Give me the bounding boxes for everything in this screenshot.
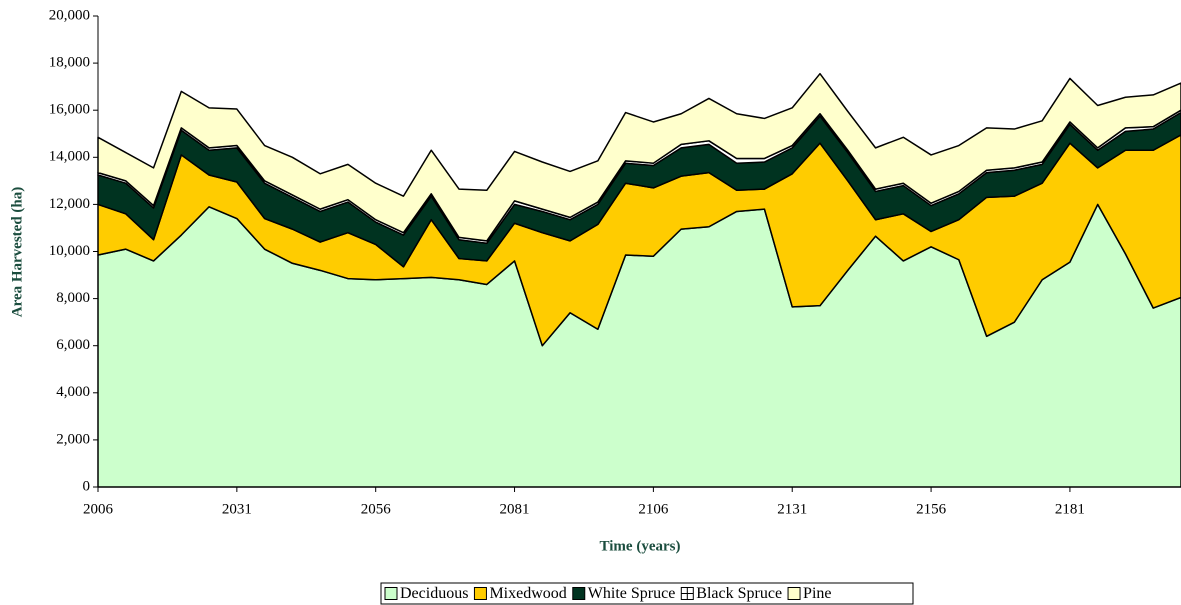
x-axis-title: Time (years) (600, 538, 681, 554)
legend-label: Deciduous (400, 585, 468, 602)
y-tick-label: 12,000 (49, 196, 90, 212)
y-axis-title: Area Harvested (ha) (9, 187, 25, 318)
x-tick-label: 2156 (916, 501, 947, 517)
y-tick-label: 20,000 (49, 7, 90, 23)
y-tick-label: 0 (83, 478, 91, 494)
legend-label: Black Spruce (696, 585, 782, 602)
legend-swatch (572, 587, 586, 600)
y-tick-label: 18,000 (49, 55, 90, 71)
y-tick-label: 2,000 (56, 431, 90, 447)
x-tick-label: 2181 (1055, 501, 1085, 517)
legend-swatch (787, 587, 801, 600)
x-tick-label: 2006 (83, 501, 114, 517)
legend-swatch (473, 587, 487, 600)
y-tick-label: 8,000 (56, 290, 90, 306)
y-tick-label: 16,000 (49, 102, 90, 118)
x-tick-label: 2106 (638, 501, 669, 517)
x-tick-label: 2031 (222, 501, 252, 517)
y-tick-label: 10,000 (49, 243, 90, 259)
x-tick-label: 2056 (361, 501, 392, 517)
y-tick-label: 14,000 (49, 149, 90, 165)
legend-label: Pine (803, 585, 831, 602)
legend-swatch (384, 587, 398, 600)
y-tick-label: 6,000 (56, 337, 90, 353)
x-tick-label: 2081 (500, 501, 530, 517)
legend-label: Mixedwood (489, 585, 566, 602)
legend-label: White Spruce (588, 585, 676, 602)
x-tick-label: 2131 (777, 501, 807, 517)
y-tick-label: 4,000 (56, 384, 90, 400)
area (97, 72, 1181, 242)
legend-box (380, 582, 914, 605)
